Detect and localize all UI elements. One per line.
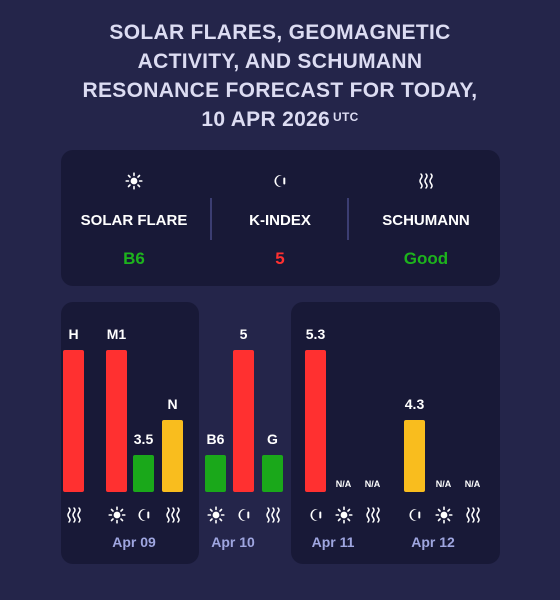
sun-icon (333, 505, 355, 525)
forecast-bar-kindex (133, 455, 154, 492)
forecast-date-label: Apr 09 (112, 534, 156, 550)
sun-icon (433, 505, 455, 525)
forecast-bar-kindex (404, 419, 425, 492)
forecast-bar-schumann (262, 455, 283, 492)
sun-icon (106, 505, 128, 525)
forecast-bar-label: M1 (106, 326, 127, 342)
title-line-1: SOLAR FLARES, GEOMAGNETIC (109, 21, 451, 44)
wave-icon (262, 505, 284, 525)
title-timezone: UTC (333, 110, 359, 124)
wave-icon (162, 505, 184, 525)
forecast-bar-schumann (162, 419, 183, 492)
summary-kindex: K-INDEX 5 (207, 150, 353, 286)
summary-divider (347, 198, 349, 240)
forecast-bar-label: N (167, 395, 178, 412)
moon-icon (233, 505, 255, 525)
summary-kindex-value: 5 (275, 249, 285, 268)
moon-icon (207, 172, 353, 190)
forecast-bar-kindex (233, 350, 254, 492)
summary-schumann: SCHUMANN Good (353, 150, 499, 286)
forecast-bar-label: G (267, 431, 278, 448)
forecast-bar-solar (205, 455, 226, 492)
moon-icon (133, 505, 155, 525)
title-line-4: 10 APR 2026 UTC (0, 105, 560, 134)
summary-schumann-value: Good (403, 249, 449, 268)
title-date: 10 APR 2026 (201, 108, 331, 131)
summary-solar-value: B6 (123, 249, 145, 268)
wave-icon (362, 505, 384, 525)
summary-kindex-label: K-INDEX (249, 212, 311, 229)
wave-icon (63, 505, 85, 525)
forecast-bar-kindex (305, 350, 326, 492)
forecast-date-label: Apr 11 (311, 534, 355, 550)
forecast-bar-label: N/A (435, 479, 452, 489)
forecast-bar-label: H (68, 326, 79, 342)
forecast-bar-label: N/A (364, 479, 381, 489)
summary-divider (210, 198, 212, 240)
wave-icon (462, 505, 484, 525)
forecast-date-label: Apr 12 (411, 534, 455, 550)
forecast-bar-label: N/A (335, 479, 352, 489)
summary-solar-label: SOLAR FLARE (80, 212, 188, 229)
forecast-bar-label: N/A (464, 479, 481, 489)
forecast-bar-label: 3.5 (133, 431, 154, 448)
forecast-bar-label: B6 (206, 431, 225, 448)
summary-card: SOLAR FLARE B6 K-INDEX 5 SCHUMANN Good (61, 150, 500, 286)
forecast-date-label: Apr 10 (211, 534, 255, 550)
page-title: SOLAR FLARES, GEOMAGNETIC ACTIVITY, AND … (0, 18, 560, 134)
title-line-2: ACTIVITY, AND SCHUMANN (137, 50, 423, 73)
title-line-3: RESONANCE FORECAST FOR TODAY, (82, 79, 478, 102)
forecast-bar-schumann (63, 350, 84, 492)
forecast-bar-solar (106, 350, 127, 492)
forecast-bar-label: 5.3 (305, 326, 326, 342)
summary-solar: SOLAR FLARE B6 (61, 150, 207, 286)
moon-icon (404, 505, 426, 525)
forecast-bar-label: 5 (239, 326, 248, 342)
moon-icon (305, 505, 327, 525)
forecast-bar-label: 4.3 (404, 395, 425, 412)
sun-icon (205, 505, 227, 525)
summary-schumann-label: SCHUMANN (382, 212, 470, 229)
wave-icon (353, 172, 499, 190)
sun-icon (61, 172, 207, 190)
